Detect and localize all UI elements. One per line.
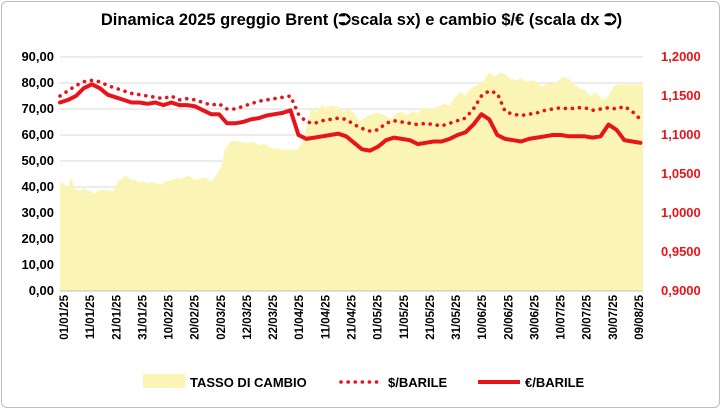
x-axis-tick: 30/07/25: [608, 294, 620, 339]
right-axis-tick: 1,2000: [661, 49, 701, 64]
x-axis-tick: 21/01/25: [111, 294, 123, 339]
right-axis-tick: 1,1500: [661, 88, 701, 103]
x-axis-tick: 20/07/25: [582, 294, 594, 339]
legend-label-exchange-rate: TASSO DI CAMBIO: [190, 375, 307, 390]
exchange-rate-area-layer: [60, 72, 643, 291]
x-axis-tick: 11/01/25: [85, 294, 97, 339]
chart-title: Dinamica 2025 greggio Brent (⮊scala sx) …: [100, 11, 623, 29]
right-axis-tick: 1,0000: [661, 205, 701, 220]
right-axis-tick: 1,1000: [661, 127, 701, 142]
usd-per-barrel-line: [58, 78, 643, 133]
left-axis-tick: 60,00: [21, 127, 54, 142]
right-axis-tick: 0,9000: [661, 283, 701, 298]
x-axis-tick: 01/01/25: [59, 294, 71, 339]
x-axis-tick: 31/01/25: [137, 294, 149, 339]
right-axis-tick: 1,0500: [661, 166, 701, 181]
x-axis-tick: 21/04/25: [347, 294, 359, 339]
x-axis-tick: 02/03/25: [216, 294, 228, 339]
exchange-rate-area: [60, 72, 643, 291]
x-axis-tick: 20/02/25: [190, 294, 202, 339]
left-axis-tick: 30,00: [21, 205, 54, 220]
x-axis-tick: 10/06/25: [477, 294, 489, 339]
x-axis-tick: 11/05/25: [399, 294, 411, 339]
legend-label-eur-per-barrel: €/BARILE: [525, 375, 585, 390]
left-axis-tick: 10,00: [21, 257, 54, 272]
x-axis-tick: 31/05/25: [451, 294, 463, 339]
x-axis-tick: 09/08/25: [634, 294, 646, 339]
x-axis-tick: 22/03/25: [268, 294, 280, 339]
left-axis-tick: 0,00: [29, 283, 54, 298]
x-axis-tick: 01/05/25: [373, 294, 385, 339]
price-lines-layer: [58, 78, 643, 153]
right-axis-tick: 0,9500: [661, 244, 701, 259]
legend-swatch-exchange-rate: [143, 374, 185, 388]
x-axis-tick: 10/02/25: [164, 294, 176, 339]
left-axis-tick: 70,00: [21, 101, 54, 116]
x-axis-tick: 20/06/25: [503, 294, 515, 339]
x-axis-tick: 01/04/25: [294, 294, 306, 339]
left-axis-tick: 40,00: [21, 179, 54, 194]
x-axis-tick: 12/03/25: [242, 294, 254, 339]
legend-label-usd-per-barrel: $/BARILE: [388, 375, 448, 390]
x-axis-tick: 21/05/25: [425, 294, 437, 339]
left-axis-tick: 80,00: [21, 75, 54, 90]
x-axis-tick: 30/06/25: [529, 294, 541, 339]
left-axis-tick: 90,00: [21, 49, 54, 64]
legend: TASSO DI CAMBIO $/BARILE €/BARILE: [143, 374, 585, 390]
x-axis-tick: 10/07/25: [556, 294, 568, 339]
axes-layer: 0,00 10,00 20,00 30,00 40,00 50,00 60,00 70,00 8…: [21, 49, 700, 340]
left-axis-tick: 50,00: [21, 153, 54, 168]
x-axis-tick: 11/04/25: [320, 294, 332, 339]
eur-per-barrel-line: [58, 82, 643, 153]
left-axis-tick: 20,00: [21, 231, 54, 246]
